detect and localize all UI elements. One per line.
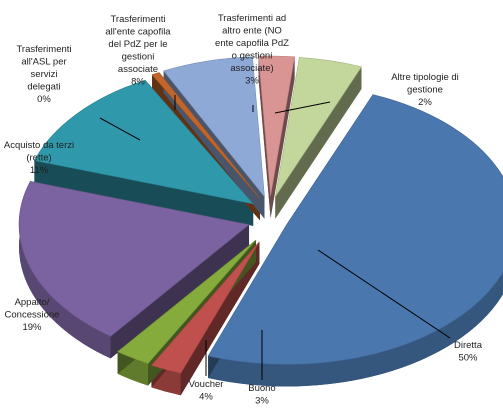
slice-label-0: Diretta 50% [454, 340, 483, 364]
pie-slice-face-8-1 [275, 66, 362, 219]
slice-label-1: Buono 3% [248, 383, 275, 407]
pie-slice-face-7-1 [270, 56, 295, 219]
slice-label-3: Appalto/Concessione 19% [5, 297, 60, 333]
pie-slice-2 [117, 239, 257, 364]
slice-label-7: Trasferimenti ad altro ente (NO ente capof… [215, 13, 289, 87]
pie-slice-7 [258, 55, 295, 197]
pie-slice-3 [18, 181, 250, 337]
leader-line-5 [99, 117, 141, 141]
pie-slice-face-3-0 [110, 224, 250, 359]
pie-slice-0 [207, 94, 503, 365]
pie-slice-6 [163, 56, 265, 198]
pie-slice-face-4-0 [34, 160, 254, 226]
label-layer: Diretta 50% Buono 3% Voucher 4% Appalto/Conces… [4, 13, 483, 407]
slice-label-5: Trasferimenti all'ASL per servizi delegati 0… [16, 44, 71, 105]
pie-slice-5 [151, 72, 261, 199]
slice-label-6: Trasferimenti all'ente capofila del PdZ pe… [105, 14, 171, 88]
slice-label-8: Altre tipologie di gestione 2% [391, 72, 459, 108]
pie-slice-layer [18, 55, 503, 374]
pie-slice-4 [33, 79, 254, 205]
pie-slice-face-7-0 [258, 56, 271, 219]
leader-line-0 [317, 249, 451, 339]
pie-slice-8 [275, 57, 362, 197]
slice-label-2: Voucher 4% [189, 379, 224, 403]
pie-slice-1 [150, 241, 260, 374]
slice-label-4: Acquisto da terzi (rette) 11% [4, 140, 74, 176]
leader-line-8 [274, 101, 331, 114]
leader-line-layer [99, 95, 451, 380]
